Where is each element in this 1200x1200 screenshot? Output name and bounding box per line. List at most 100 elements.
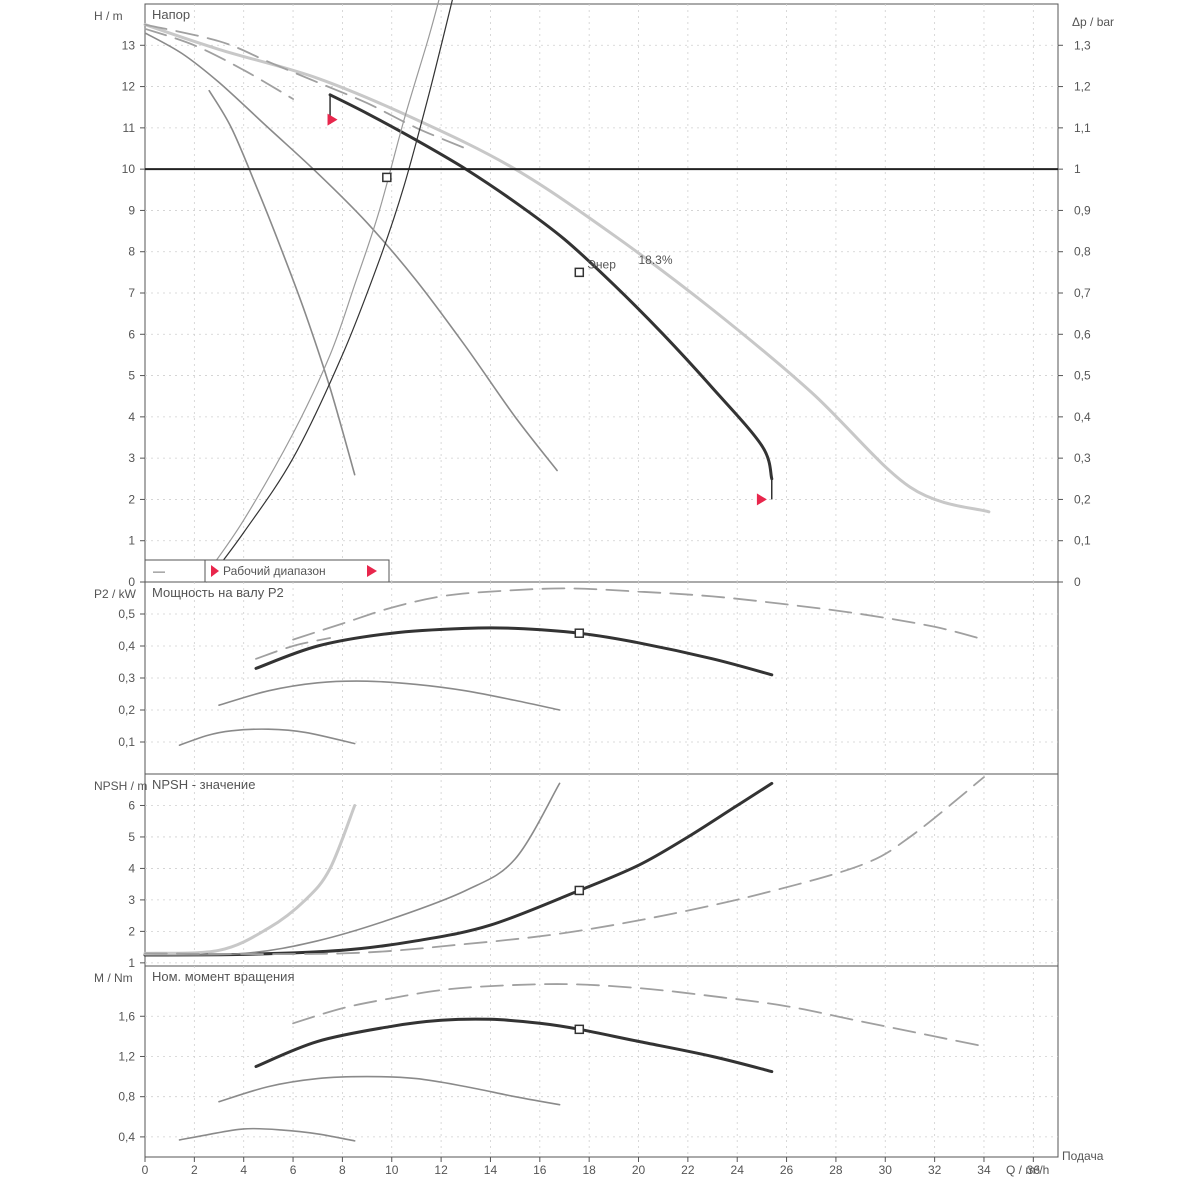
x-tick-label: 0 — [142, 1163, 149, 1177]
npsh-operating-point — [574, 885, 585, 896]
legend-box — [144, 559, 390, 583]
head-ytick-label: 7 — [128, 286, 135, 300]
x-tick-label: 2 — [191, 1163, 198, 1177]
torque-ytick-label: 0,8 — [118, 1090, 135, 1104]
torque-operating-point — [574, 1024, 585, 1035]
power-operating-point — [574, 628, 585, 638]
head-ytick-label: 1 — [128, 534, 135, 548]
power-ytick-label: 0,3 — [118, 671, 135, 685]
head-series-3 — [143, 23, 991, 514]
torque-y-axis-label: M / Nm — [94, 971, 133, 985]
npsh-ytick-label: 5 — [128, 830, 135, 844]
x-tick-label: 4 — [240, 1163, 247, 1177]
x-tick-label: 34 — [977, 1163, 991, 1177]
head-series-6 — [206, 0, 453, 583]
power-series-3 — [292, 587, 985, 641]
head-ytick-label: 6 — [128, 327, 135, 341]
torque-ytick-label: 1,6 — [118, 1009, 135, 1023]
x-tick-label: 10 — [385, 1163, 399, 1177]
head-y2tick-label: 1 — [1074, 162, 1081, 176]
npsh-series-3 — [144, 776, 985, 956]
head-operating-point-label: Энер — [587, 257, 616, 271]
head-y2tick-label: 0,8 — [1074, 245, 1091, 259]
power-title: Мощность на валу P2 — [152, 585, 284, 600]
head-y2tick-label: 0,7 — [1074, 286, 1091, 300]
head-ytick-label: 2 — [128, 492, 135, 506]
head-series-1 — [144, 32, 558, 472]
npsh-series-0 — [143, 781, 774, 957]
head-y2tick-label: 0,1 — [1074, 534, 1091, 548]
head-y2tick-label: 0,5 — [1074, 369, 1091, 383]
npsh-ytick-label: 3 — [128, 893, 135, 907]
x-tick-label: 8 — [339, 1163, 346, 1177]
head-ytick-label: 8 — [128, 245, 135, 259]
x-axis-caption: Подача — [1062, 1149, 1104, 1163]
x-tick-label: 14 — [484, 1163, 498, 1177]
power-series-0 — [254, 626, 774, 677]
npsh-ytick-label: 6 — [128, 798, 135, 812]
x-tick-label: 6 — [290, 1163, 297, 1177]
head-ytick-label: 12 — [122, 80, 136, 94]
head-y2tick-label: 1,1 — [1074, 121, 1091, 135]
head-series-4 — [144, 23, 467, 150]
x-tick-label: 18 — [582, 1163, 596, 1177]
legend-dashed-label: — — [153, 564, 165, 578]
npsh-ytick-label: 1 — [128, 956, 135, 970]
legend-range-label: Рабочий диапазон — [223, 564, 326, 578]
head-y2tick-label: 0,9 — [1074, 203, 1091, 217]
head-y2tick-label: 0,2 — [1074, 492, 1091, 506]
x-tick-label: 36 — [1027, 1163, 1041, 1177]
head-series-0 — [328, 93, 774, 481]
npsh-y-axis-label: NPSH / m — [94, 779, 147, 793]
head-y2-axis-label: Δp / bar — [1072, 15, 1114, 29]
x-tick-label: 28 — [829, 1163, 843, 1177]
x-axis-label: Q / m³/h — [1006, 1163, 1049, 1177]
x-tick-label: 22 — [681, 1163, 695, 1177]
head-y2tick-label: 1,2 — [1074, 80, 1091, 94]
head-series-2 — [208, 89, 356, 476]
head-ytick-label: 9 — [128, 203, 135, 217]
head-ytick-label: 13 — [122, 38, 136, 52]
power-series-1 — [218, 680, 561, 711]
npsh-ytick-label: 4 — [128, 861, 135, 875]
head-y2tick-label: 1,3 — [1074, 38, 1091, 52]
head-y2tick-label: 0 — [1074, 575, 1081, 589]
legend-range-end-icon — [367, 565, 377, 577]
head-ytick-label: 0 — [128, 575, 135, 589]
head-ytick-label: 4 — [128, 410, 135, 424]
x-tick-label: 30 — [879, 1163, 893, 1177]
power-y-axis-label: P2 / kW — [94, 587, 137, 601]
head-y2tick-label: 0,4 — [1074, 410, 1091, 424]
x-tick-label: 20 — [632, 1163, 646, 1177]
torque-title: Ном. момент вращения — [152, 969, 295, 984]
power-ytick-label: 0,2 — [118, 703, 135, 717]
head-range-marker — [756, 493, 767, 506]
torque-series-3 — [292, 983, 985, 1048]
head-ytick-label: 10 — [122, 162, 136, 176]
torque-ytick-label: 0,4 — [118, 1130, 135, 1144]
x-tick-label: 12 — [434, 1163, 448, 1177]
torque-series-2 — [178, 1127, 356, 1142]
power-ytick-label: 0,4 — [118, 639, 135, 653]
head-ytick-label: 11 — [123, 121, 136, 135]
head-operating-point — [574, 267, 585, 278]
x-tick-label: 16 — [533, 1163, 547, 1177]
head-y2tick-label: 0,3 — [1074, 451, 1091, 465]
npsh-title: NPSH - значение — [152, 777, 255, 792]
head-series-7 — [206, 0, 440, 575]
head-y2tick-label: 0,6 — [1074, 327, 1091, 341]
head-ytick-label: 3 — [128, 451, 135, 465]
head-operating-point — [382, 172, 392, 183]
x-tick-label: 24 — [731, 1163, 745, 1177]
power-series-2 — [178, 728, 356, 746]
head-range-marker — [327, 113, 338, 126]
torque-ytick-label: 1,2 — [118, 1049, 135, 1063]
head-efficiency-label: 18.3% — [639, 253, 673, 267]
torque-series-1 — [218, 1075, 561, 1106]
torque-series-0 — [254, 1017, 774, 1074]
power-ytick-label: 0,5 — [118, 607, 135, 621]
power-series-4 — [255, 637, 331, 660]
head-title: Напор — [152, 7, 190, 22]
x-tick-label: 32 — [928, 1163, 942, 1177]
